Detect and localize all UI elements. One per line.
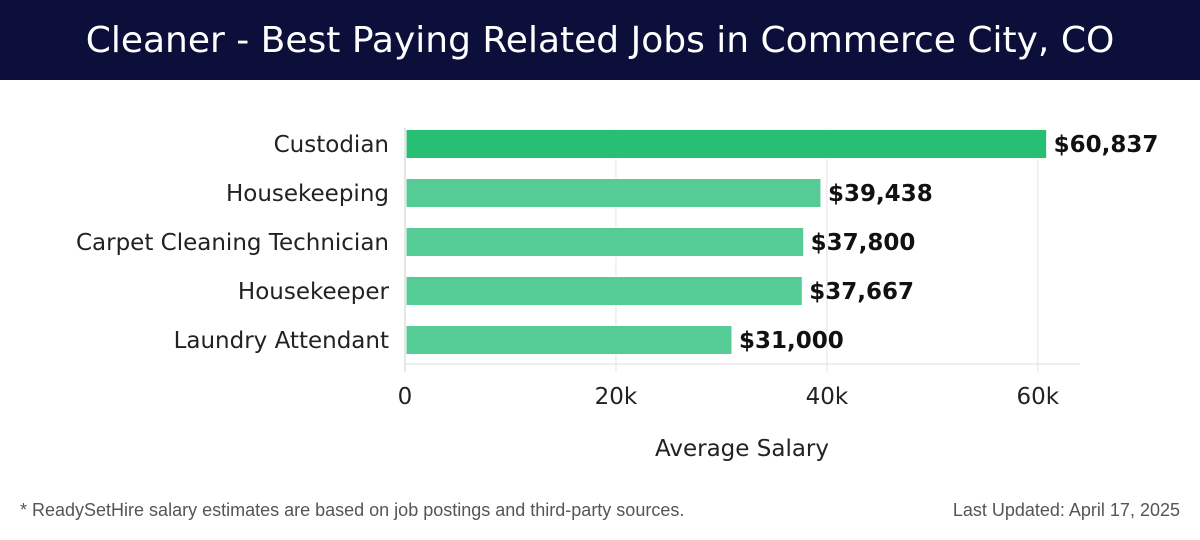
bar — [405, 129, 1048, 159]
grid-lines — [404, 128, 1080, 372]
category-label: Housekeeper — [238, 279, 390, 305]
bar — [405, 276, 803, 306]
x-tick-label: 0 — [398, 384, 413, 410]
labels: 0 20k 40k 60k Custodian $60,837 Housekeeping $3… — [76, 132, 1158, 410]
x-tick-label: 40k — [806, 384, 849, 410]
value-label: $60,837 — [1054, 132, 1159, 158]
category-label: Housekeeping — [226, 181, 389, 207]
footnote: * ReadySetHire salary estimates are base… — [20, 500, 685, 520]
bar — [405, 325, 733, 355]
bar — [405, 227, 805, 257]
value-label: $39,438 — [828, 181, 933, 207]
category-label: Laundry Attendant — [174, 328, 389, 354]
last-updated: Last Updated: April 17, 2025 — [952, 500, 1180, 520]
category-label: Custodian — [274, 132, 389, 158]
title-bar: Cleaner - Best Paying Related Jobs in Co… — [0, 0, 1200, 80]
x-tick-label: 60k — [1017, 384, 1060, 410]
category-label: Carpet Cleaning Technician — [76, 230, 389, 256]
bar — [405, 178, 822, 208]
page-title: Cleaner - Best Paying Related Jobs in Co… — [85, 19, 1115, 61]
salary-bar-chart: 0 20k 40k 60k Custodian $60,837 Housekeeping $3… — [76, 128, 1158, 462]
value-label: $31,000 — [739, 328, 844, 354]
value-label: $37,667 — [809, 279, 914, 305]
x-tick-label: 20k — [595, 384, 638, 410]
bars — [405, 129, 1048, 355]
value-label: $37,800 — [811, 230, 916, 256]
x-axis-label: Average Salary — [655, 436, 829, 462]
